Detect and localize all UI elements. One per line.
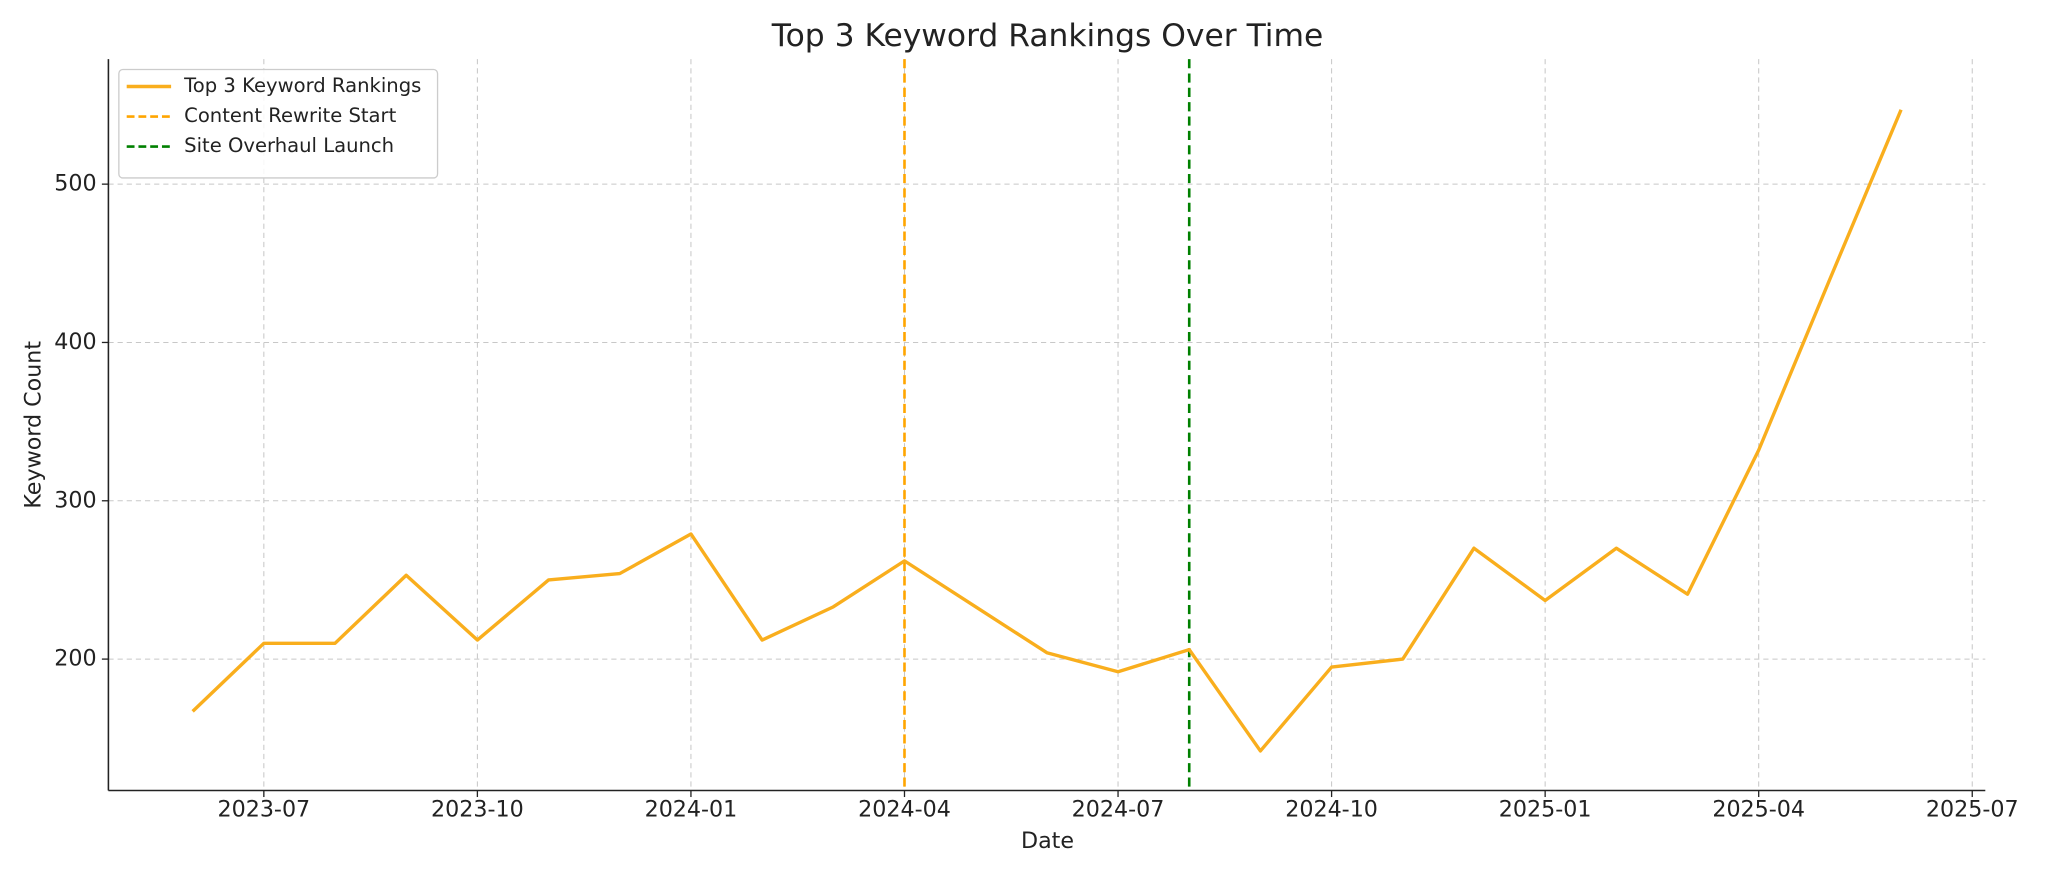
y-axis-label: Keyword Count: [20, 341, 46, 509]
legend-label: Site Overhaul Launch: [184, 134, 394, 157]
x-tick-label: 2025-07: [1926, 797, 2019, 823]
chart-title: Top 3 Keyword Rankings Over Time: [771, 18, 1323, 54]
y-tick-label: 300: [54, 487, 96, 513]
x-tick-label: 2024-04: [858, 797, 951, 823]
x-tick-label: 2024-10: [1285, 797, 1378, 823]
y-tick-label: 500: [54, 171, 96, 197]
legend-box: [118, 68, 439, 179]
data-line: [191, 109, 1903, 753]
x-tick-label: 2024-07: [1072, 797, 1165, 823]
x-tick-label: 2024-01: [645, 797, 738, 823]
x-axis-label: Date: [1021, 828, 1074, 854]
y-tick-label: 200: [54, 646, 96, 672]
x-tick-label: 2025-01: [1499, 797, 1592, 823]
y-tick-label: 400: [54, 329, 96, 355]
plot-area: 200 300 400 500 2023-07 2023-10 2024-01 2024-04…: [54, 59, 2019, 823]
legend-label: Top 3 Keyword Rankings: [183, 74, 421, 97]
legend-label: Content Rewrite Start: [184, 104, 396, 127]
x-tick-label: 2023-10: [431, 797, 524, 823]
x-tick-label: 2025-04: [1712, 797, 1805, 823]
x-tick-label: 2023-07: [217, 797, 310, 823]
